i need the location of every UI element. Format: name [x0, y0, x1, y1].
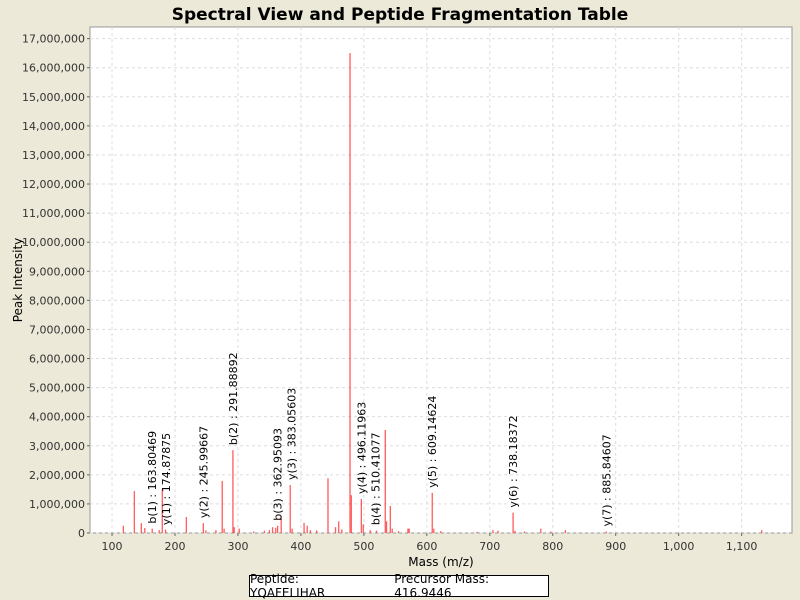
x-tick-label: 900 — [605, 540, 626, 553]
y-tick-label: 12,000,000 — [22, 178, 85, 191]
y-tick-label: 8,000,000 — [29, 294, 85, 307]
y-tick-label: 11,000,000 — [22, 207, 85, 220]
fragment-annotation: b(2) : 291.88892 — [227, 352, 240, 445]
y-tick-label: 15,000,000 — [22, 91, 85, 104]
fragment-annotation: y(4) : 496.11963 — [355, 402, 368, 494]
y-tick-label: 13,000,000 — [22, 149, 85, 162]
x-tick-label: 800 — [542, 540, 563, 553]
fragment-annotation: y(3) : 383.05603 — [286, 388, 299, 480]
x-tick-label: 200 — [164, 540, 185, 553]
y-tick-label: 3,000,000 — [29, 440, 85, 453]
fragment-annotation: b(4) : 510.41077 — [369, 432, 382, 525]
fragment-annotation: y(6) : 738.18372 — [507, 415, 520, 507]
y-tick-label: 5,000,000 — [29, 382, 85, 395]
y-tick-label: 6,000,000 — [29, 353, 85, 366]
x-tick-label: 500 — [353, 540, 374, 553]
y-tick-label: 10,000,000 — [22, 236, 85, 249]
y-tick-label: 14,000,000 — [22, 120, 85, 133]
x-tick-label: 700 — [479, 540, 500, 553]
y-tick-label: 9,000,000 — [29, 265, 85, 278]
peptide-label: Peptide: YQAFELIHAR — [250, 572, 326, 600]
precursor-mass-label: Precursor Mass: 416.9446 — [394, 572, 490, 600]
fragment-annotation: y(5) : 609.14624 — [426, 396, 439, 488]
x-tick-label: 400 — [290, 540, 311, 553]
x-tick-label: 300 — [227, 540, 248, 553]
axes: 100 200 300 400 500 600 700 800 900 1,000 1,100 0 1,… — [22, 33, 757, 553]
y-tick-label: 17,000,000 — [22, 33, 85, 46]
x-tick-label: 1,100 — [726, 540, 758, 553]
x-axis-label: Mass (m/z) — [408, 555, 473, 569]
y-tick-label: 1,000,000 — [29, 498, 85, 511]
y-tick-label: 0 — [78, 527, 85, 540]
y-tick-label: 2,000,000 — [29, 469, 85, 482]
fragment-annotation: y(1) : 174.87875 — [160, 433, 173, 525]
y-tick-label: 4,000,000 — [29, 411, 85, 424]
fragment-annotation: b(1) : 163.80469 — [146, 431, 159, 524]
y-tick-label: 16,000,000 — [22, 62, 85, 75]
fragment-annotation: y(2) : 245.99667 — [197, 426, 210, 518]
fragment-annotation: y(7) : 885.84607 — [600, 434, 613, 526]
x-tick-label: 600 — [416, 540, 437, 553]
fragment-annotation: b(3) : 362.95093 — [272, 428, 285, 521]
annotations: b(1) : 163.80469 y(1) : 174.87875 y(2) : 2… — [146, 352, 613, 526]
chart-title: Spectral View and Peptide Fragmentation … — [172, 5, 629, 25]
x-tick-label: 100 — [102, 540, 123, 553]
plot-area — [89, 26, 793, 534]
y-tick-label: 7,000,000 — [29, 323, 85, 336]
peaks — [122, 53, 763, 533]
legend: Peptide: YQAFELIHAR Precursor Mass: 416.… — [249, 572, 549, 600]
x-tick-label: 1,000 — [663, 540, 695, 553]
y-axis-label: Peak Intensity — [11, 238, 25, 323]
grid — [90, 27, 792, 534]
